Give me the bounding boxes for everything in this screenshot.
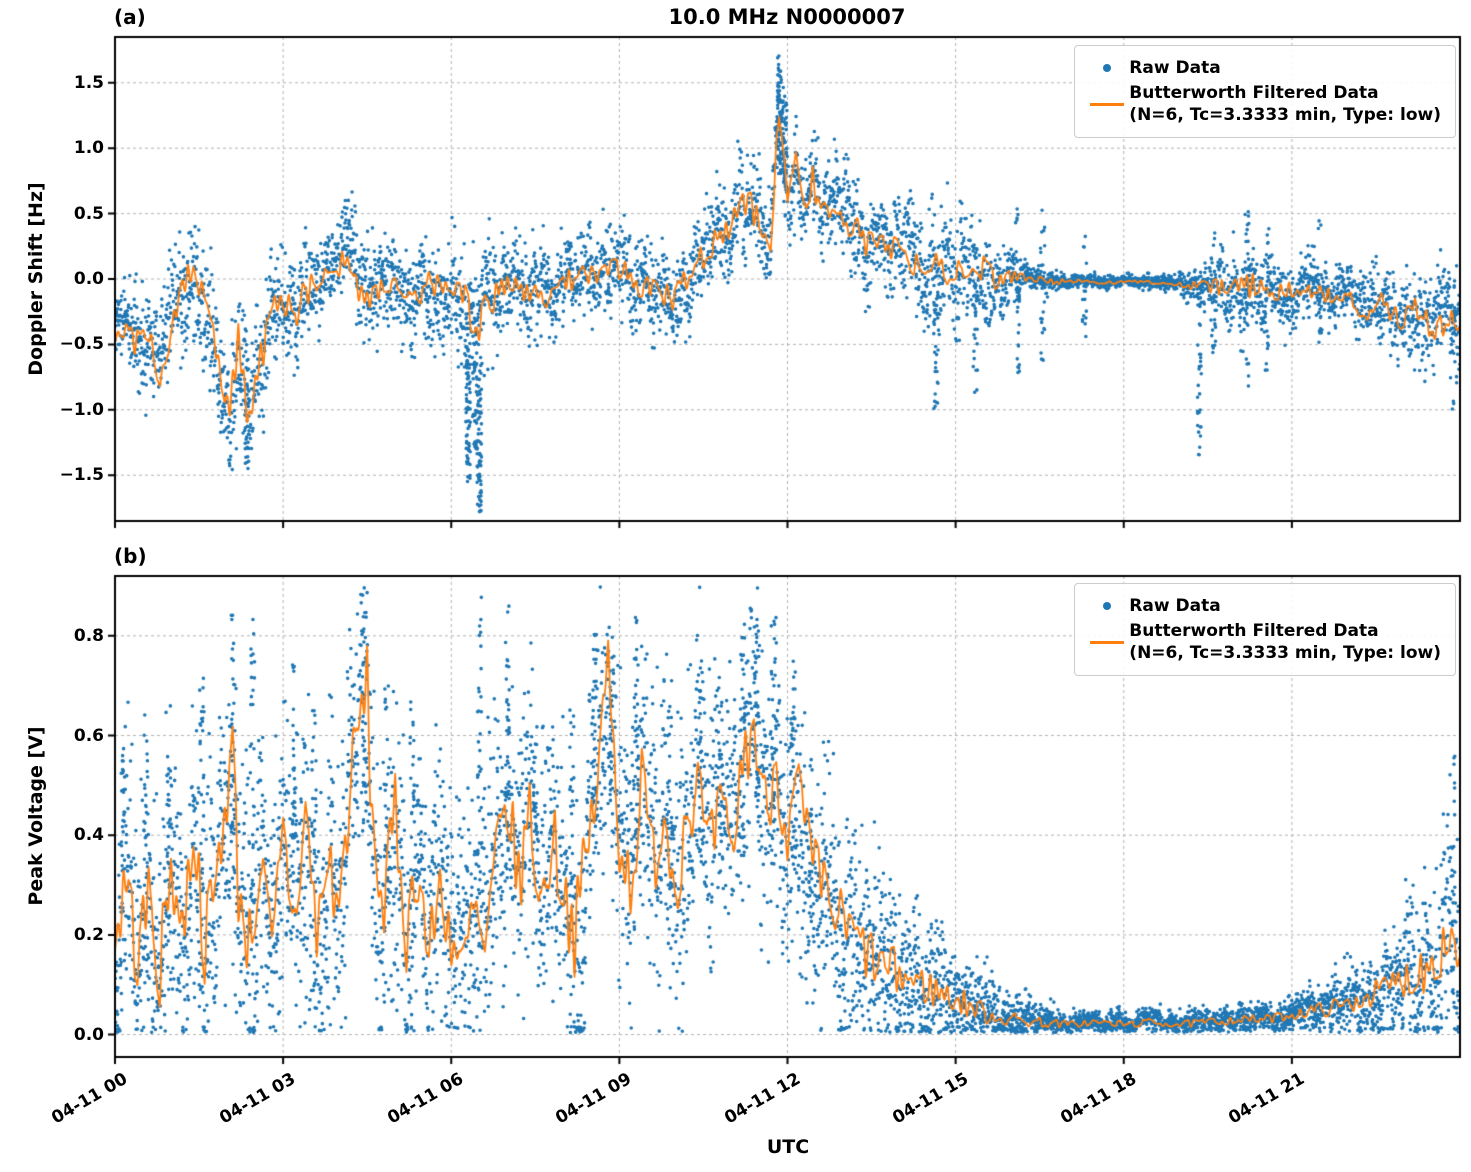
- legend-filtered-label: Butterworth Filtered Data: [1129, 621, 1379, 642]
- raw-marker-cell: [1085, 64, 1129, 73]
- panel-a-ylabel: Doppler Shift [Hz]: [25, 182, 47, 376]
- raw-dot-marker: [1103, 64, 1112, 73]
- panel-b-label: (b): [114, 544, 147, 568]
- filtered-marker-cell: [1085, 640, 1129, 644]
- panel-b-ytick-0: 0.0: [73, 1024, 104, 1045]
- legend-filtered-label: Butterworth Filtered Data: [1129, 83, 1379, 104]
- legend-raw-entry: Raw Data: [1085, 595, 1441, 617]
- raw-dot-marker: [1103, 602, 1112, 611]
- legend-raw-label: Raw Data: [1129, 596, 1221, 616]
- panel-a-legend: Raw Data Butterworth Filtered Data (N=6,…: [1074, 45, 1456, 139]
- legend-filtered-sublabel: (N=6, Tc=3.3333 min, Type: low): [1129, 643, 1441, 664]
- panel-b-ytick-1: 0.2: [73, 924, 104, 945]
- panel-a-ytick-5: 1.0: [73, 138, 104, 159]
- panel-a-label: (a): [114, 5, 146, 29]
- filtered-line-marker: [1090, 102, 1125, 106]
- panel-b-legend: Raw Data Butterworth Filtered Data (N=6,…: [1074, 583, 1456, 677]
- panel-a-ytick-4: 0.5: [73, 203, 104, 224]
- panel-b-ytick-3: 0.6: [73, 725, 104, 746]
- panel-a-ytick-0: −1.5: [59, 465, 104, 486]
- x-axis-label: UTC: [766, 1136, 810, 1158]
- legend-filtered-sublabel: (N=6, Tc=3.3333 min, Type: low): [1129, 105, 1441, 126]
- filtered-marker-cell: [1085, 102, 1129, 106]
- panel-b-ylabel: Peak Voltage [V]: [25, 726, 47, 906]
- panel-a-ytick-3: 0.0: [73, 269, 104, 289]
- filtered-line-marker: [1090, 640, 1125, 644]
- legend-filtered-entry: Butterworth Filtered Data (N=6, Tc=3.333…: [1085, 82, 1441, 126]
- figure-title: 10.0 MHz N0000007: [668, 5, 906, 29]
- panel-a-ytick-2: −0.5: [59, 334, 104, 355]
- panel-b-ytick-4: 0.8: [73, 625, 104, 646]
- panel-a-ytick-1: −1.0: [59, 399, 104, 420]
- legend-filtered-entry: Butterworth Filtered Data (N=6, Tc=3.333…: [1085, 620, 1441, 664]
- panel-b-ytick-2: 0.4: [73, 825, 104, 846]
- panel-a-ytick-6: 1.5: [73, 72, 104, 93]
- legend-raw-label: Raw Data: [1129, 58, 1221, 78]
- legend-raw-entry: Raw Data: [1085, 57, 1441, 79]
- raw-marker-cell: [1085, 602, 1129, 611]
